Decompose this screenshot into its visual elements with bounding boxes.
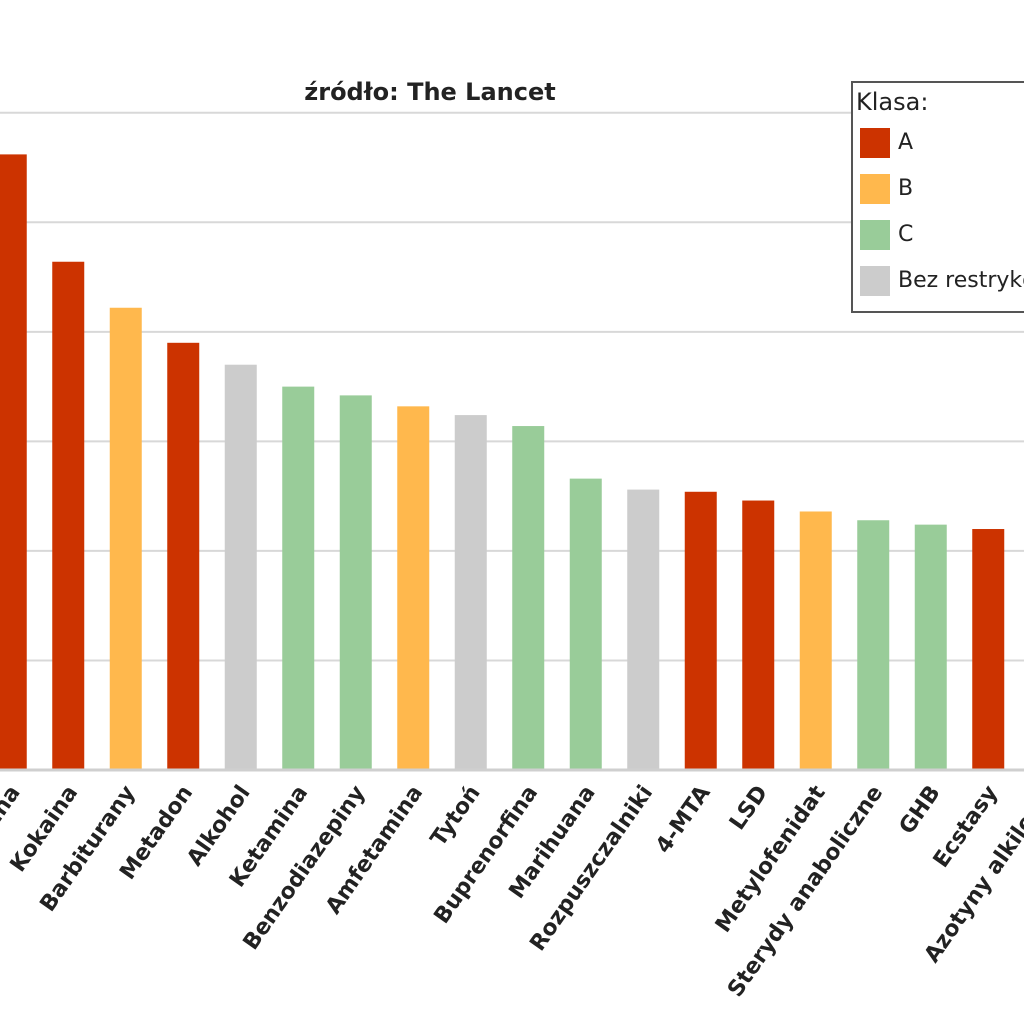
legend-title: Klasa: xyxy=(856,88,928,116)
legend-label-2: C xyxy=(898,222,913,247)
legend-swatch-0 xyxy=(860,128,890,158)
legend-entries: ABC Bez restrykcji xyxy=(860,128,1024,296)
bar-4 xyxy=(224,364,257,770)
bar-10 xyxy=(569,478,602,770)
bar-2 xyxy=(109,307,142,770)
bar-13 xyxy=(742,500,775,770)
bar-14 xyxy=(799,511,832,770)
bar-6 xyxy=(339,395,372,770)
bar-1 xyxy=(52,261,85,770)
bar-7 xyxy=(397,406,430,770)
legend-label-3: Bez restrykcji xyxy=(898,268,1024,293)
bar-8 xyxy=(454,415,487,770)
tick-label-9: Buprenorfina xyxy=(430,781,544,928)
legend-swatch-2 xyxy=(860,220,890,250)
legend-swatch-3 xyxy=(860,266,890,296)
tick-label-8: Tytoń xyxy=(426,781,485,851)
legend-swatch-1 xyxy=(860,174,890,204)
bar-16 xyxy=(914,524,947,770)
x-tick-labels: HeroinaKokainaBarbituranyMetadonAlkoholK… xyxy=(0,781,1024,1002)
bar-11 xyxy=(627,489,660,770)
tick-label-16: GHB xyxy=(895,781,946,839)
bar-17 xyxy=(972,529,1005,770)
bar-3 xyxy=(167,342,200,770)
bar-5 xyxy=(282,386,315,770)
chart-title: źródło: The Lancet xyxy=(304,78,555,106)
bars xyxy=(0,154,1005,770)
legend-label-0: A xyxy=(898,130,913,155)
bar-0 xyxy=(0,154,27,770)
bar-15 xyxy=(857,520,890,770)
legend-label-1: B xyxy=(898,176,913,201)
bar-9 xyxy=(512,426,545,770)
tick-label-12: 4-MTA xyxy=(651,781,715,858)
legend: Klasa: ABC Bez restrykcji xyxy=(851,81,1024,313)
bar-12 xyxy=(684,491,717,770)
tick-label-13: LSD xyxy=(725,781,773,835)
